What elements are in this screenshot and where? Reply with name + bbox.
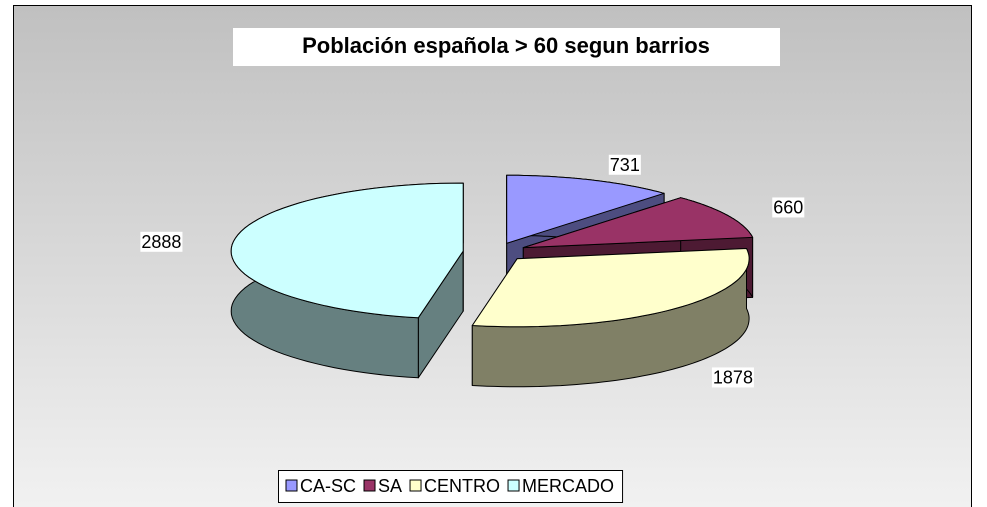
title-box: [233, 28, 780, 66]
pie: [230, 174, 754, 388]
slice: [471, 248, 750, 388]
legend-swatch: [285, 479, 298, 492]
legend-label: SA: [378, 476, 402, 496]
data-label-box: [711, 367, 754, 388]
legend-label: CENTRO: [424, 476, 500, 496]
slice-top: [471, 248, 750, 328]
slice-top: [230, 182, 464, 319]
data-label-box: [772, 197, 805, 218]
data-label-box: [608, 154, 641, 175]
data-label: 2888: [141, 232, 181, 252]
data-label: 731: [610, 155, 640, 175]
data-label: 1878: [713, 367, 753, 387]
legend-label: CA-SC: [300, 476, 356, 496]
legend-label: MERCADO: [522, 476, 614, 496]
chart-area: [13, 5, 972, 507]
data-label: 660: [773, 197, 803, 217]
legend: CA-SC SA CENTRO MERCADO: [278, 470, 624, 503]
legend-swatch: [507, 479, 520, 492]
slice-top: [506, 174, 665, 244]
slice: [230, 182, 464, 379]
slice-top: [522, 197, 754, 249]
data-label-box: [140, 231, 183, 252]
chart-title: Población española > 60 segun barrios: [302, 33, 710, 58]
legend-swatch: [409, 479, 422, 492]
legend-swatch: [363, 479, 376, 492]
legend-box: [278, 470, 624, 503]
